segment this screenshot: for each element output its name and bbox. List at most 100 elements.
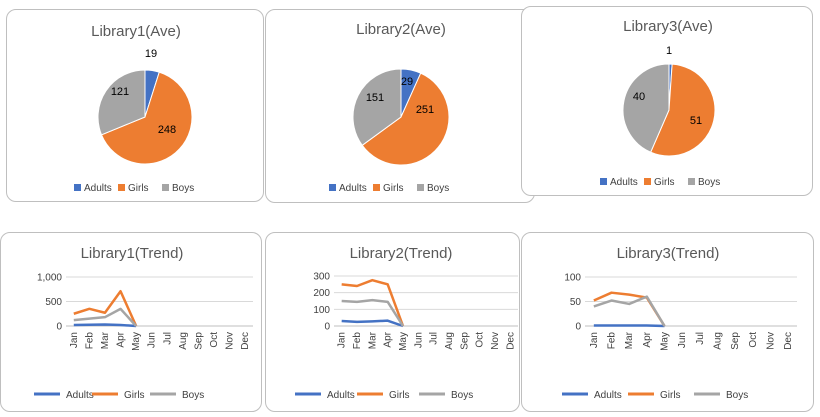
x-tick-label: Apr <box>642 331 653 347</box>
pie-slice-boys <box>622 63 670 153</box>
x-tick-label: Apr <box>116 331 127 347</box>
data-label-girls: 51 <box>690 115 702 127</box>
pie-slice-boys <box>352 68 402 146</box>
pie-chart-svg: Library1(Ave) 19 248 121 Adults Girls Boys <box>74 23 194 194</box>
legend-label-boys: Boys <box>182 390 204 401</box>
chart-title: Library3(Trend) <box>617 245 720 262</box>
x-tick-label: Mar <box>100 331 111 349</box>
legend-label-boys: Boys <box>451 390 473 401</box>
series-line-adults <box>341 319 404 328</box>
pie-slice-girls <box>100 71 193 165</box>
legend-label-adults: Adults <box>594 390 622 401</box>
y-tick-label: 50 <box>570 297 582 308</box>
x-tick-label: Sep <box>730 332 741 350</box>
series-line-girls <box>341 278 405 327</box>
legend-label-boys: Boys <box>698 177 720 188</box>
x-tick-label: Jun <box>413 332 424 348</box>
x-tick-label: Feb <box>84 332 95 350</box>
y-tick-label: 0 <box>56 322 62 333</box>
legend-label-girls: Girls <box>383 183 404 194</box>
data-label-boys: 40 <box>633 91 645 103</box>
x-tick-label: Dec <box>240 332 251 350</box>
data-label-girls: 248 <box>158 124 176 136</box>
legend-swatch-adults <box>329 184 336 191</box>
x-tick-label: Jan <box>337 332 348 348</box>
y-tick-label: 300 <box>313 272 330 283</box>
y-tick-label: 100 <box>313 305 330 316</box>
x-tick-label: Jun <box>147 332 158 348</box>
legend-label-adults: Adults <box>327 390 355 401</box>
legend-label-adults: Adults <box>610 177 638 188</box>
legend-label-girls: Girls <box>128 183 149 194</box>
legend-label-boys: Boys <box>172 183 194 194</box>
legend-label-boys: Boys <box>427 183 449 194</box>
x-tick-label: Feb <box>607 332 618 350</box>
x-tick-label: Oct <box>748 332 759 348</box>
x-tick-label: Sep <box>459 332 470 350</box>
x-tick-label: Dec <box>505 332 516 350</box>
x-tick-label: Jul <box>429 332 440 345</box>
line-chart-svg: Library2(Trend) 0 100 200 300 Jan Feb Mar Apr Ma… <box>295 245 518 401</box>
y-tick-label: 100 <box>564 273 581 284</box>
x-tick-label: May <box>398 332 409 351</box>
x-tick-label: May <box>660 332 671 351</box>
chart-library3-ave: Library3(Ave) 1 51 40 Adults Girls Boys <box>521 6 813 196</box>
x-tick-label: Apr <box>383 331 394 347</box>
y-tick-label: 200 <box>313 288 330 299</box>
legend-label-boys: Boys <box>726 390 748 401</box>
pie-slice-girls <box>361 72 450 166</box>
x-tick-label: Nov <box>766 332 777 350</box>
x-tick-label: Jan <box>589 332 600 348</box>
data-label-girls: 251 <box>416 104 434 116</box>
legend-label-girls: Girls <box>660 390 681 401</box>
data-label-adults: 29 <box>401 76 413 88</box>
chart-title: Library2(Trend) <box>350 245 453 262</box>
y-tick-label: 0 <box>324 322 330 333</box>
x-tick-label: Sep <box>193 332 204 350</box>
data-label-boys: 151 <box>366 92 384 104</box>
chart-library1-trend: Library1(Trend) 0 500 1,000 Jan Feb Mar Apr May… <box>0 232 262 412</box>
pie-chart-svg: Library2(Ave) 29 251 151 Adults Girls Boys <box>329 21 450 194</box>
x-tick-label: Nov <box>225 332 236 350</box>
x-tick-label: Oct <box>209 332 220 348</box>
x-tick-label: Dec <box>783 332 794 350</box>
legend-swatch-girls <box>373 184 380 191</box>
legend-label-girls: Girls <box>389 390 410 401</box>
legend-swatch-girls <box>644 178 651 185</box>
line-chart-svg: Library1(Trend) 0 500 1,000 Jan Feb Mar Apr May… <box>34 245 253 401</box>
legend-swatch-boys <box>162 184 169 191</box>
chart-library2-ave: Library2(Ave) 29 251 151 Adults Girls Boys <box>265 9 535 203</box>
legend-swatch-boys <box>417 184 424 191</box>
legend-swatch-boys <box>688 178 695 185</box>
series-line-girls <box>73 289 138 327</box>
x-tick-label: Oct <box>475 332 486 348</box>
chart-title: Library2(Ave) <box>356 21 446 38</box>
data-label-adults: 1 <box>666 45 672 57</box>
line-chart-svg: Library3(Trend) 0 50 100 Jan Feb Mar Apr May Jun… <box>562 245 797 401</box>
x-tick-label: Aug <box>444 332 455 350</box>
x-tick-label: Jul <box>695 332 706 345</box>
series-line-adults <box>73 323 137 328</box>
x-tick-label: May <box>131 332 142 351</box>
pie-chart-svg: Library3(Ave) 1 51 40 Adults Girls Boys <box>600 18 720 188</box>
chart-library3-trend: Library3(Trend) 0 50 100 Jan Feb Mar Apr May Jun… <box>521 232 814 412</box>
x-tick-label: Nov <box>490 332 501 350</box>
x-tick-label: Jun <box>677 332 688 348</box>
x-tick-label: Aug <box>178 332 189 350</box>
legend-label-girls: Girls <box>654 177 675 188</box>
chart-title: Library3(Ave) <box>623 18 713 35</box>
legend-label-adults: Adults <box>66 390 94 401</box>
chart-title: Library1(Ave) <box>91 23 181 40</box>
legend-label-girls: Girls <box>124 390 145 401</box>
legend-label-adults: Adults <box>339 183 367 194</box>
chart-library1-ave: Library1(Ave) 19 248 121 Adults Girls Boys <box>6 9 264 202</box>
chart-library2-trend: Library2(Trend) 0 100 200 300 Jan Feb Mar Apr Ma… <box>265 232 520 412</box>
legend-swatch-adults <box>74 184 81 191</box>
pie-slice-boys <box>97 69 146 136</box>
legend-label-adults: Adults <box>84 183 112 194</box>
x-tick-label: Mar <box>367 331 378 349</box>
y-tick-label: 0 <box>575 322 581 333</box>
pie-slice-girls <box>650 63 716 157</box>
data-label-boys: 121 <box>111 86 129 98</box>
x-tick-label: Jan <box>69 332 80 348</box>
